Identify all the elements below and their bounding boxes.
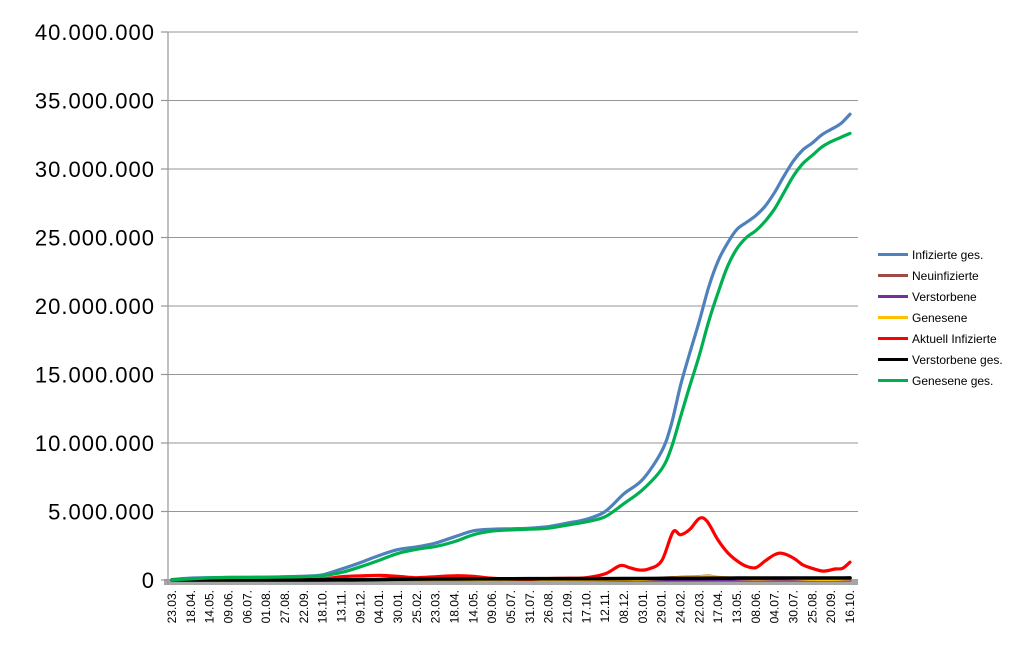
- legend-line-swatch: [878, 253, 908, 256]
- legend-line-swatch: [878, 358, 908, 361]
- x-axis-tick-label: 01.08.: [259, 590, 273, 623]
- y-axis-tick-label: 10.000.000: [35, 431, 155, 456]
- x-axis-tick-label: 29.01.: [655, 590, 669, 623]
- x-axis-tick-label: 23.03.: [165, 590, 179, 623]
- legend-label: Aktuell Infizierte: [912, 331, 997, 346]
- legend-item-infizierte-ges[interactable]: Infizierte ges.: [878, 244, 1010, 265]
- x-axis-tick-label: 08.06.: [749, 590, 763, 623]
- x-axis-labels: 23.03. 18.04. 14.05. 09.06. 06.07. 01.08. 27.0…: [165, 590, 857, 623]
- x-axis-tick-label: 03.01.: [636, 590, 650, 623]
- x-axis-tick-label: 06.07.: [240, 590, 254, 623]
- y-axis-tick-label: 30.000.000: [35, 157, 155, 182]
- x-axis-tick-label: 14.05.: [203, 590, 217, 623]
- legend-item-verstorbene-ges[interactable]: Verstorbene ges.: [878, 349, 1010, 370]
- y-axis-labels: 40.000.000 35.000.000 30.000.000 25.000.000…: [35, 20, 155, 593]
- legend-item-verstorbene[interactable]: Verstorbene: [878, 286, 1010, 307]
- x-axis-tick-label: 08.12.: [617, 590, 631, 623]
- x-axis-tick-label: 09.06.: [222, 590, 236, 623]
- x-axis-tick-label: 04.07.: [768, 590, 782, 623]
- y-axis-tick-label: 5.000.000: [48, 500, 155, 525]
- legend-line-swatch: [878, 274, 908, 277]
- x-axis-tick-label: 26.08.: [542, 590, 556, 623]
- x-axis-tick-label: 18.04.: [184, 590, 198, 623]
- legend-item-genesene-ges[interactable]: Genesene ges.: [878, 370, 1010, 391]
- x-axis-tick-label: 16.10.: [843, 590, 857, 623]
- x-axis-bar: [164, 579, 858, 585]
- x-axis-tick-label: 22.09.: [297, 590, 311, 623]
- x-axis-tick-label: 13.05.: [730, 590, 744, 623]
- legend-line-swatch: [878, 379, 908, 382]
- x-axis-tick-label: 13.11.: [335, 590, 349, 622]
- x-axis-tick-label: 25.02.: [410, 590, 424, 623]
- x-axis-tick-label: 22.03.: [692, 590, 706, 623]
- x-axis-tick-label: 31.07.: [523, 590, 537, 623]
- x-axis-tick-label: 14.05.: [466, 590, 480, 623]
- x-axis-tick-label: 09.06.: [485, 590, 499, 623]
- x-axis-tick-label: 04.01.: [372, 590, 386, 623]
- x-axis-tick-label: 05.07.: [504, 590, 518, 623]
- x-axis-tick-label: 12.11.: [598, 590, 612, 622]
- y-axis: [161, 31, 169, 585]
- x-axis-tick-label: 25.08.: [805, 590, 819, 623]
- legend-line-swatch: [878, 337, 908, 340]
- series-lines: [170, 112, 852, 582]
- legend-label: Neuinfizierte: [912, 268, 979, 283]
- x-axis-line: [164, 579, 858, 585]
- y-axis-tick-label: 15.000.000: [35, 363, 155, 388]
- x-axis-tick-label: 09.12.: [353, 590, 367, 623]
- legend-label: Verstorbene: [912, 289, 977, 304]
- y-axis-tick-label: 35.000.000: [35, 89, 155, 114]
- series-line-aktuell-infizierte: [170, 516, 852, 582]
- legend-line-swatch: [878, 295, 908, 298]
- legend: Infizierte ges. Neuinfizierte Verstorbene G…: [878, 244, 1010, 391]
- x-axis-tick-label: 20.09.: [824, 590, 838, 623]
- legend-item-aktuell-infizierte[interactable]: Aktuell Infizierte: [878, 328, 1010, 349]
- series-line-infizierte-ges: [170, 112, 852, 582]
- legend-label: Infizierte ges.: [912, 247, 984, 262]
- legend-line-swatch: [878, 316, 908, 319]
- y-axis-tick-label: 25.000.000: [35, 226, 155, 251]
- x-axis-tick-label: 18.04.: [448, 590, 462, 623]
- x-axis-tick-label: 17.04.: [711, 590, 725, 623]
- legend-label: Verstorbene ges.: [912, 352, 1003, 367]
- y-axis-tick-label: 20.000.000: [35, 294, 155, 319]
- legend-label: Genesene ges.: [912, 373, 994, 388]
- y-axis-tick-label: 0: [142, 568, 155, 593]
- gridlines: [168, 31, 858, 512]
- x-axis-tick-label: 30.01.: [391, 590, 405, 623]
- series-line-verstorbene-ges: [170, 576, 852, 582]
- legend-label: Genesene: [912, 310, 968, 325]
- x-axis-tick-label: 30.07.: [787, 590, 801, 623]
- y-axis-tick-label: 40.000.000: [35, 20, 155, 45]
- x-axis-tick-label: 27.08.: [278, 590, 292, 623]
- x-axis-tick-label: 21.09.: [561, 590, 575, 623]
- legend-item-genesene[interactable]: Genesene: [878, 307, 1010, 328]
- x-axis-tick-label: 24.02.: [674, 590, 688, 623]
- legend-item-neuinfizierte[interactable]: Neuinfizierte: [878, 265, 1010, 286]
- x-axis-tick-label: 17.10.: [579, 590, 593, 623]
- x-axis-tick-label: 18.10.: [316, 590, 330, 623]
- x-axis-tick-label: 23.03.: [429, 590, 443, 623]
- series-line-genesene-ges: [170, 131, 852, 582]
